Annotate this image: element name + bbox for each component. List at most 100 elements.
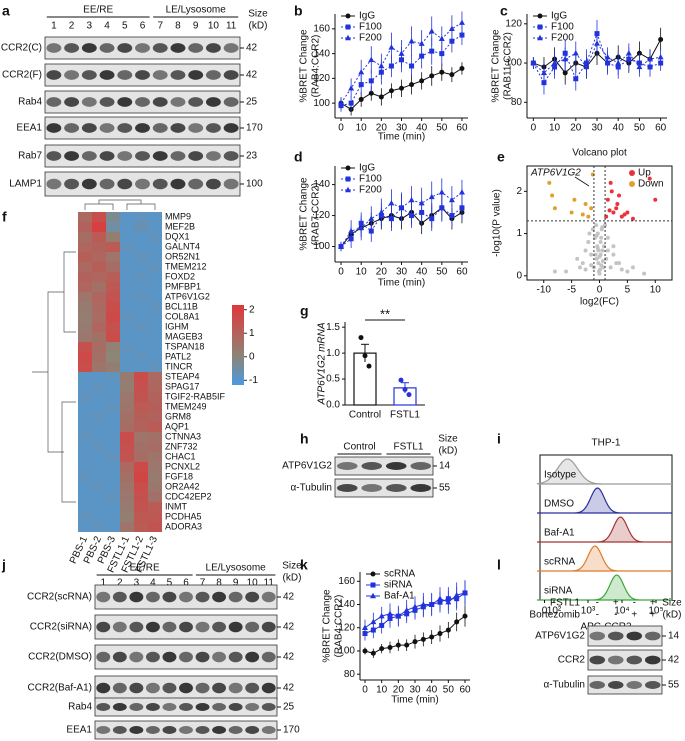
- panel-letter: i: [497, 431, 501, 447]
- heatmap-cell: [92, 352, 106, 362]
- band: [129, 591, 144, 603]
- heatmap-cell: [134, 252, 148, 262]
- heatmap-cell: [148, 512, 162, 522]
- heatmap-cell: [120, 452, 134, 462]
- band: [135, 178, 150, 190]
- marker: [537, 24, 543, 30]
- point: [630, 265, 635, 270]
- band: [64, 123, 80, 133]
- x-tick-label: 40: [426, 685, 438, 696]
- y-tick-label: 140: [313, 48, 330, 59]
- heatmap-cell: [148, 212, 162, 222]
- point: [600, 259, 605, 263]
- x-tick-label: 60: [456, 267, 468, 278]
- heatmap-cell: [120, 262, 134, 272]
- heatmap-cell: [92, 232, 106, 242]
- heatmap-cell: [120, 322, 134, 332]
- lane-label: 7: [157, 21, 163, 32]
- marker: [459, 65, 465, 71]
- x-tick-label: 30: [396, 123, 408, 134]
- band: [112, 703, 127, 711]
- band: [188, 123, 204, 133]
- y-tick-label: 0.5: [326, 374, 340, 385]
- heatmap-cell: [106, 342, 120, 352]
- x-tick-label: 20: [376, 123, 388, 134]
- band: [188, 97, 204, 107]
- legend-label: F200: [359, 185, 382, 196]
- row-label: PCDHA5: [165, 511, 202, 521]
- band: [228, 621, 243, 633]
- marker: [395, 612, 402, 619]
- heatmap-cell: [78, 232, 92, 242]
- y-tick-label: 0.0: [326, 400, 340, 411]
- marker: [419, 78, 425, 84]
- colorbar: [232, 305, 244, 385]
- band: [223, 151, 239, 161]
- marker: [594, 40, 600, 46]
- heatmap-cell: [92, 222, 106, 232]
- row-label: CCR2(scRNA): [27, 592, 92, 603]
- x-tick-label: 40: [416, 123, 428, 134]
- marker: [420, 636, 426, 642]
- band: [99, 70, 115, 80]
- legend-label: F200: [551, 33, 574, 44]
- band: [145, 651, 160, 663]
- marker: [583, 63, 590, 70]
- heatmap-cell: [134, 282, 148, 292]
- heatmap-cell: [148, 452, 162, 462]
- marker: [345, 186, 351, 193]
- point: [362, 353, 368, 359]
- point: [552, 269, 557, 274]
- marker: [458, 189, 465, 195]
- y-tick-label: 100: [338, 646, 355, 657]
- x-tick-label: 10: [376, 685, 388, 696]
- x-tick-label: 60: [655, 123, 667, 134]
- x-tick-label: 10: [356, 123, 368, 134]
- point: [550, 193, 555, 198]
- marker: [458, 19, 465, 25]
- x-tick-label: 20: [570, 123, 582, 134]
- band: [170, 178, 186, 190]
- marker: [625, 50, 632, 56]
- band: [223, 97, 239, 107]
- heatmap-cell: [134, 392, 148, 402]
- x-tick-label: 10: [356, 267, 368, 278]
- heatmap-cell: [148, 482, 162, 492]
- size-header: Size: [662, 598, 682, 609]
- band: [96, 591, 111, 603]
- y-tick-label: 100: [505, 58, 522, 69]
- chart-title: THP-1: [592, 438, 621, 449]
- marker: [428, 28, 435, 34]
- band: [117, 43, 133, 53]
- x-axis-label: Time (min): [378, 132, 425, 143]
- y-tick-label: 120: [505, 18, 522, 29]
- point: [607, 208, 612, 213]
- x-tick-label: Control: [349, 410, 381, 421]
- band: [135, 151, 150, 161]
- band: [205, 151, 221, 161]
- row-label: DQX1: [165, 231, 190, 241]
- band: [135, 97, 150, 107]
- marker: [345, 34, 351, 41]
- marker: [437, 631, 443, 637]
- point: [625, 269, 630, 274]
- y-tick-label: 120: [313, 210, 330, 221]
- marker: [604, 53, 611, 60]
- band: [223, 43, 239, 53]
- band: [188, 43, 204, 53]
- point: [583, 248, 588, 253]
- heatmap-cell: [134, 382, 148, 392]
- x-tick-label: 0: [338, 123, 344, 134]
- band: [410, 484, 432, 492]
- band: [99, 43, 115, 53]
- marker: [370, 618, 377, 625]
- heatmap-cell: [78, 212, 92, 222]
- marker: [345, 165, 351, 171]
- condition-sign: -: [596, 610, 599, 621]
- marker: [370, 650, 376, 656]
- point: [614, 261, 619, 266]
- marker: [429, 73, 435, 79]
- band: [336, 484, 358, 492]
- band: [626, 681, 643, 689]
- band: [135, 43, 150, 53]
